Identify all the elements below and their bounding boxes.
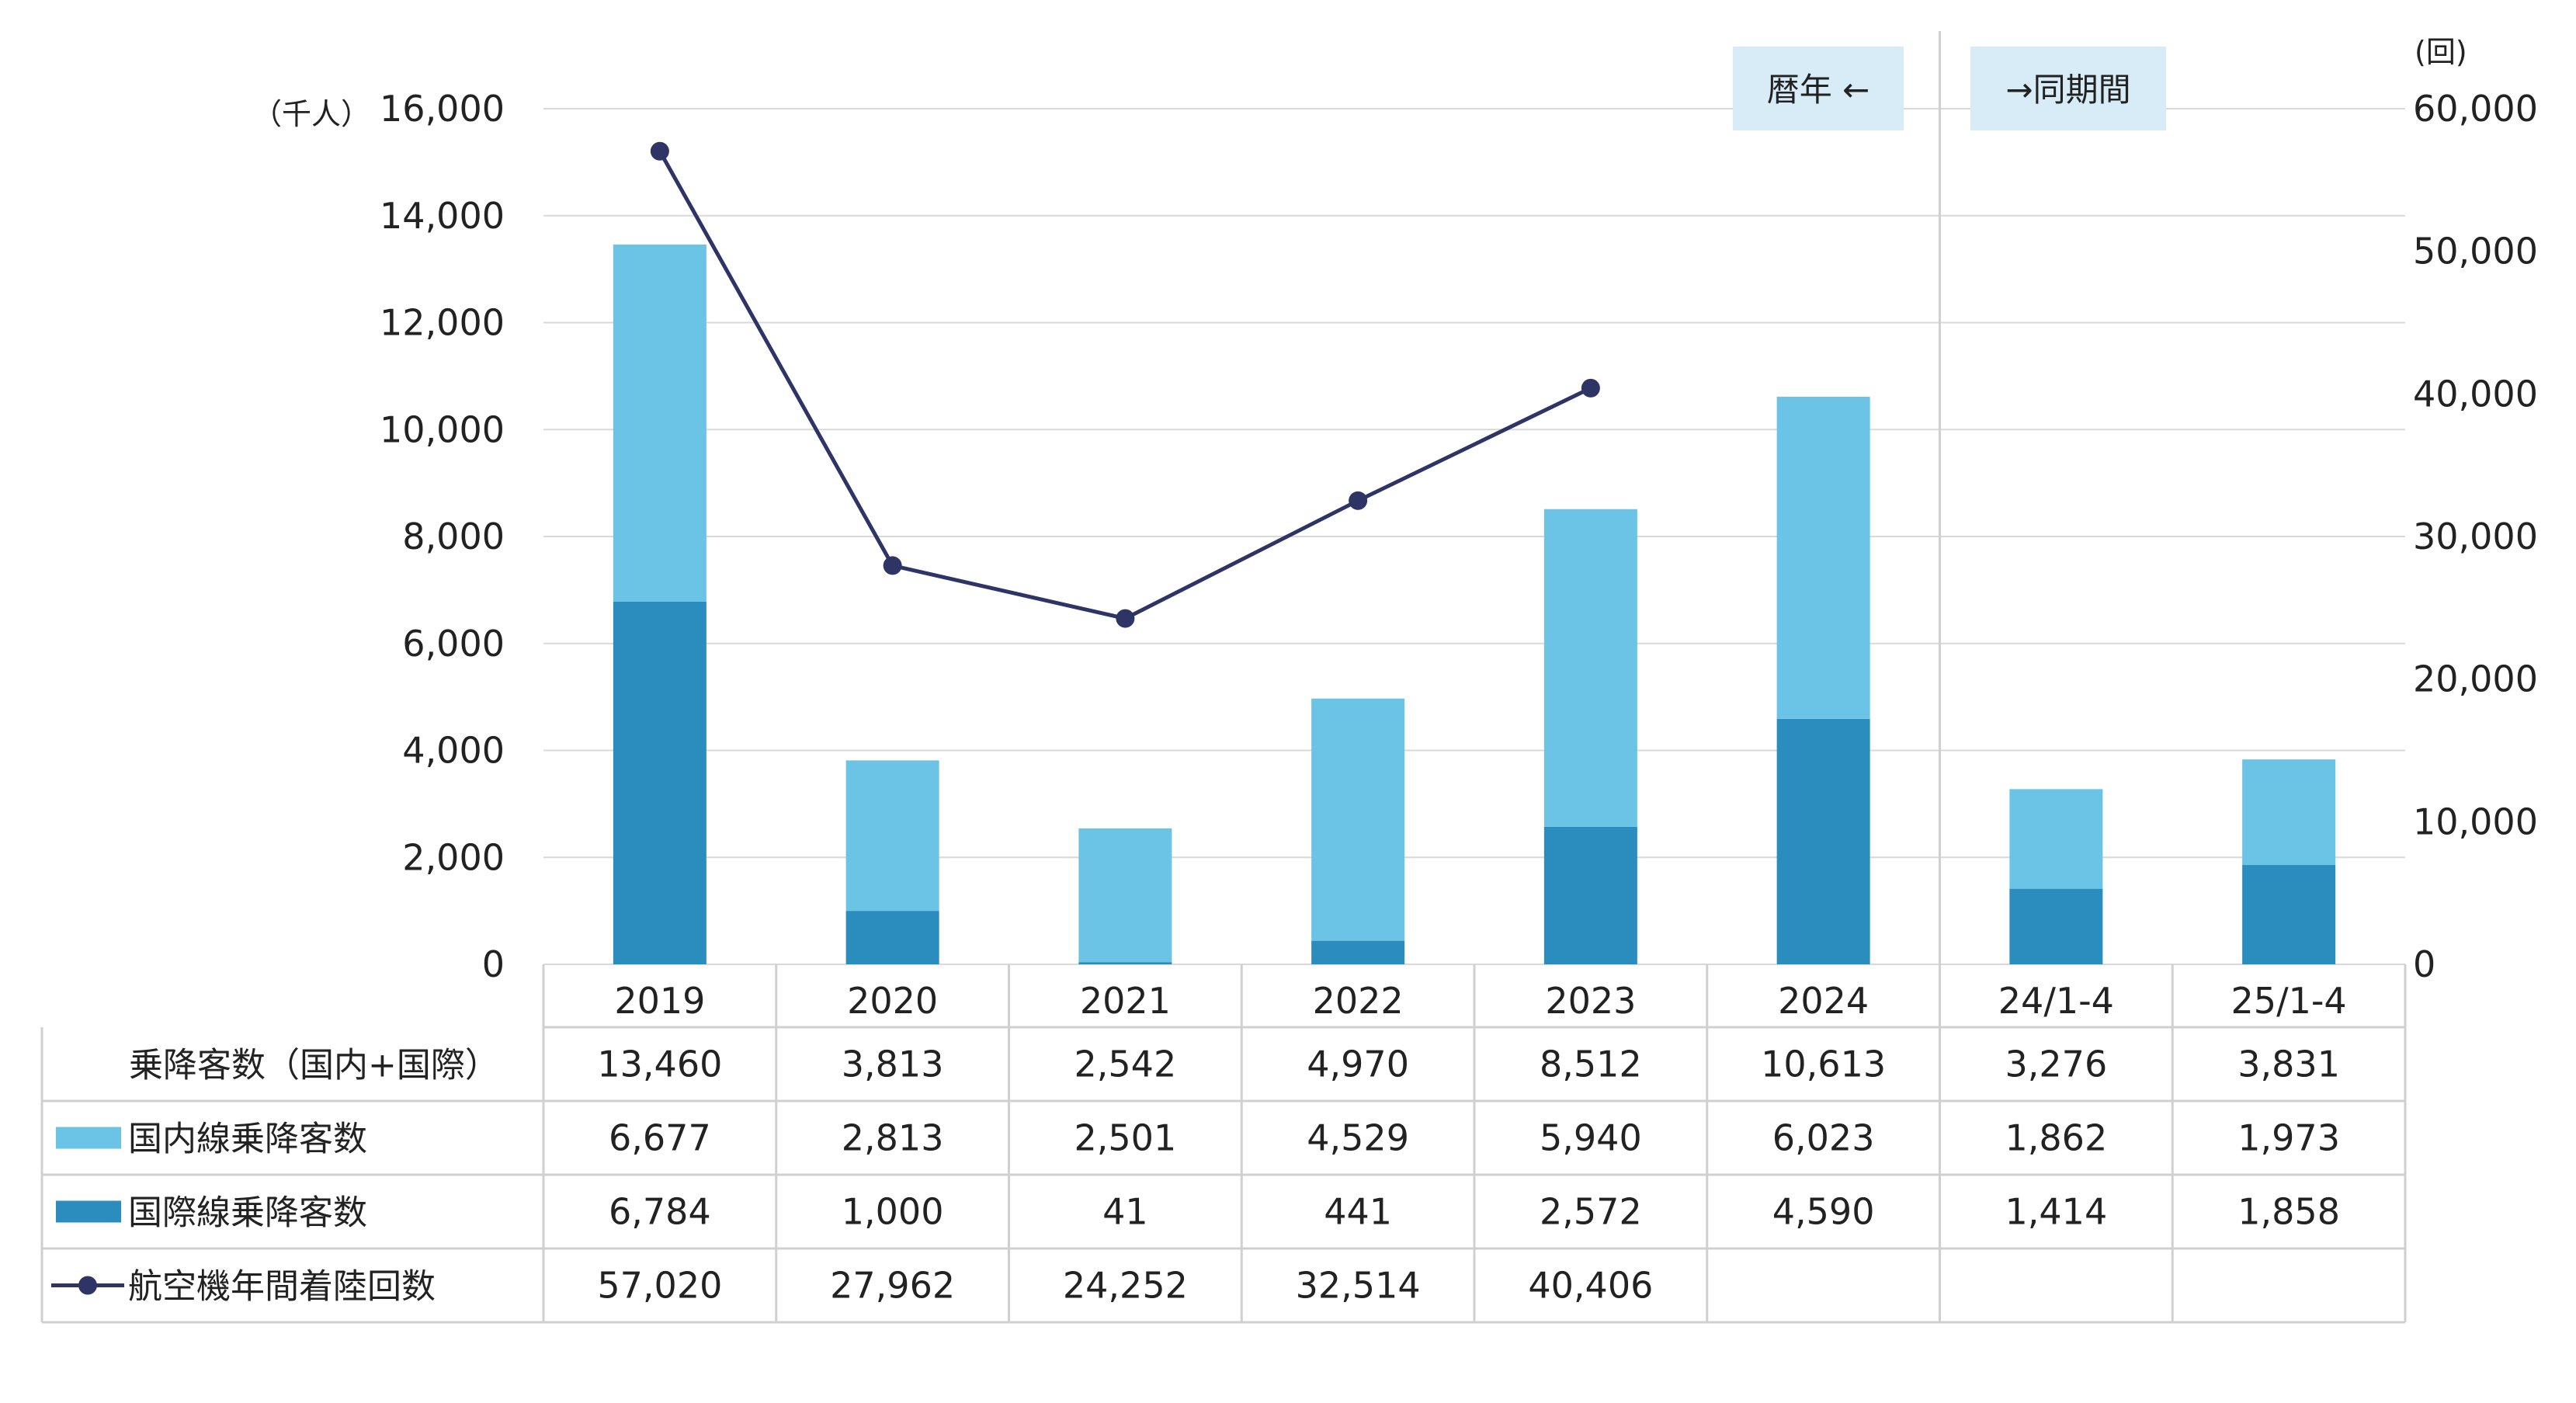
y-right-tick-label: 0 [2413, 943, 2435, 985]
tag-calendar-year-bg [1733, 47, 1904, 130]
category-label: 2022 [1313, 980, 1404, 1022]
table-cell: 3,831 [2238, 1044, 2340, 1085]
bar-domestic [1311, 698, 1405, 941]
bar-domestic [845, 760, 939, 912]
bar-international [1543, 826, 1637, 964]
table-cell: 1,000 [842, 1191, 944, 1233]
bar-domestic [1078, 828, 1172, 963]
bar-domestic [613, 244, 706, 602]
landings-point [1581, 378, 1600, 398]
y-left-tick-label: 0 [482, 943, 505, 985]
table-cell: 24,252 [1063, 1265, 1188, 1307]
y-left-tick-label: 2,000 [402, 836, 505, 878]
category-label: 2020 [847, 980, 938, 1022]
bar-international [2009, 888, 2103, 964]
y-left-tick-label: 16,000 [380, 88, 505, 130]
table-cell: 441 [1324, 1191, 1392, 1233]
tag-same-period: →同期間 [2005, 71, 2130, 109]
bar-international [613, 601, 706, 964]
bar-international [2242, 865, 2336, 964]
y-right-tick-label: 30,000 [2413, 516, 2538, 557]
table-row-label: 航空機年間着陸回数 [128, 1267, 436, 1307]
y-right-tick-label: 10,000 [2413, 800, 2538, 842]
legend-swatch [56, 1127, 121, 1149]
table-cell: 1,862 [2005, 1117, 2108, 1159]
table-cell: 4,590 [1772, 1191, 1875, 1233]
table-cell: 2,813 [842, 1117, 944, 1159]
bar-domestic [1776, 397, 1870, 719]
table-cell: 57,020 [597, 1265, 722, 1307]
table-cell: 41 [1102, 1191, 1148, 1233]
table-cell: 4,970 [1307, 1044, 1409, 1085]
table-cell: 40,406 [1528, 1265, 1653, 1307]
landings-line [658, 150, 1592, 621]
bar-international [845, 911, 939, 964]
y-right-tick-label: 20,000 [2413, 658, 2538, 700]
category-label: 24/1-4 [1998, 980, 2114, 1022]
landings-point [1116, 609, 1135, 628]
category-label: 2021 [1080, 980, 1171, 1022]
landings-point [883, 556, 902, 575]
table-cell: 27,962 [830, 1265, 955, 1307]
y-right-unit: (回) [2415, 35, 2467, 69]
legend-swatch [56, 1200, 121, 1223]
table-cell: 3,276 [2005, 1044, 2108, 1085]
table-cell: 8,512 [1540, 1044, 1642, 1085]
table-cell: 32,514 [1296, 1265, 1421, 1307]
table-cell: 2,572 [1540, 1191, 1642, 1233]
tag-same-period-bg [1970, 47, 2166, 130]
table-cell: 3,813 [842, 1044, 944, 1085]
category-label: 2024 [1778, 980, 1869, 1022]
y-left-tick-label: 12,000 [380, 302, 505, 344]
y-right-tick-label: 40,000 [2413, 373, 2538, 415]
bar-international [1311, 940, 1405, 964]
category-label: 2019 [614, 980, 705, 1022]
table-cell: 4,529 [1307, 1117, 1409, 1159]
bar-international [1776, 718, 1870, 964]
category-label: 25/1-4 [2231, 980, 2347, 1022]
table-cell: 5,940 [1540, 1117, 1642, 1159]
y-left-tick-label: 6,000 [402, 623, 505, 665]
category-label: 2023 [1545, 980, 1636, 1022]
bar-domestic [1543, 509, 1637, 827]
table-cell: 6,784 [609, 1191, 711, 1233]
table-cell: 6,677 [609, 1117, 711, 1159]
tag-calendar-year: 暦年 ← [1767, 71, 1870, 109]
table-row-label: 国際線乗降客数 [128, 1193, 367, 1233]
table-cell: 2,501 [1074, 1117, 1177, 1159]
table-row-label: 乗降客数（国内+国際） [129, 1046, 499, 1085]
y-left-tick-label: 10,000 [380, 408, 505, 450]
table-cell: 1,858 [2238, 1191, 2340, 1233]
table-cell: 1,973 [2238, 1117, 2340, 1159]
table-cell: 2,542 [1074, 1044, 1177, 1085]
bar-international [1078, 962, 1172, 964]
bar-domestic [2009, 789, 2103, 889]
table-cell: 6,023 [1772, 1117, 1875, 1159]
legend-marker [78, 1276, 97, 1295]
y-right-tick-label: 50,000 [2413, 231, 2538, 273]
y-left-unit: （千人） [252, 97, 370, 131]
table-row-label: 国内線乗降客数 [128, 1120, 367, 1159]
table-cell: 1,414 [2005, 1191, 2108, 1233]
y-right-tick-label: 60,000 [2413, 88, 2538, 130]
table-cell: 10,613 [1761, 1044, 1886, 1085]
y-left-tick-label: 14,000 [380, 195, 505, 237]
landings-point [650, 141, 669, 161]
landings-point [1349, 491, 1368, 510]
y-left-tick-label: 4,000 [402, 730, 505, 772]
bar-domestic [2242, 759, 2336, 866]
table-cell: 13,460 [597, 1044, 722, 1085]
y-left-tick-label: 8,000 [402, 516, 505, 557]
